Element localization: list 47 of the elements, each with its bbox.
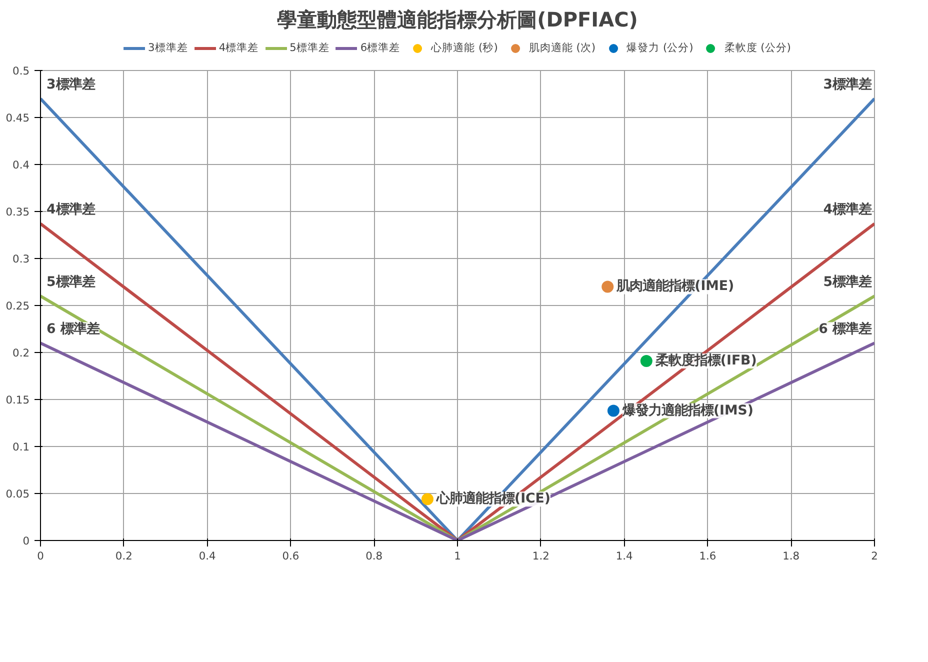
annotation: 心肺適能指標(ICE): [435, 490, 551, 507]
y-tick-label: 0.25: [6, 300, 30, 312]
x-tick-label: 0.4: [198, 550, 216, 562]
y-tick-label: 0.15: [6, 394, 30, 406]
y-tick-label: 0.1: [12, 440, 30, 454]
point: [602, 280, 614, 293]
point: [421, 493, 434, 506]
chart-title: 學童動態型體適能指標分析圖(DPFIAC): [277, 8, 638, 32]
legend-label: 6標準差: [360, 41, 400, 55]
x-tick-label: 0.2: [115, 550, 132, 562]
annotation: 5標準差: [823, 275, 872, 290]
x-tick-label: 0: [37, 550, 44, 562]
annotation: 4標準差: [823, 202, 872, 218]
point: [607, 404, 620, 417]
legend-label: 柔軟度 (公分): [724, 41, 791, 55]
legend-label: 心肺適能 (秒): [431, 41, 498, 55]
annotation: 5標準差: [46, 275, 95, 290]
y-tick-label: 0.35: [6, 206, 30, 218]
y-tick-label: 0.45: [6, 112, 30, 124]
y-tick-label: 0.3: [12, 252, 30, 266]
y-tick-label: 0.2: [12, 346, 30, 360]
legend-label: 4標準差: [218, 41, 259, 55]
x-tick-label: 0.6: [282, 550, 300, 562]
y-tick-label: 0: [22, 534, 30, 548]
y-tick-label: 0.05: [6, 488, 30, 500]
annotation: 肌肉適能指標(IME): [616, 278, 734, 294]
x-tick-label: 1.4: [616, 550, 633, 562]
annotation: 3標準差: [823, 78, 872, 93]
annotation: 爆發力適能指標(IMS): [621, 402, 754, 418]
legend-label: 5標準差: [290, 41, 330, 55]
x-tick-label: 1.2: [532, 550, 550, 562]
x-tick-label: 1.8: [782, 550, 800, 562]
x-tick-label: 0.8: [366, 550, 383, 562]
x-tick-label: 2: [871, 550, 878, 562]
y-tick-label: 0.4: [12, 158, 30, 172]
x-tick-label: 1: [454, 550, 461, 562]
legend-label: 3標準差: [148, 41, 188, 55]
annotation: 6 標準差: [46, 322, 100, 338]
annotation: 柔軟度指標(IFB): [654, 352, 757, 368]
legend-label: 肌肉適能 (次): [528, 41, 596, 55]
x-tick-label: 1.6: [699, 550, 716, 562]
legend-label: 爆發力 (公分): [626, 41, 694, 55]
annotation: 4標準差: [46, 202, 95, 218]
y-tick-label: 0.5: [12, 64, 30, 78]
annotation: 3標準差: [46, 78, 95, 93]
point: [640, 354, 652, 367]
annotation: 6 標準差: [818, 322, 872, 338]
